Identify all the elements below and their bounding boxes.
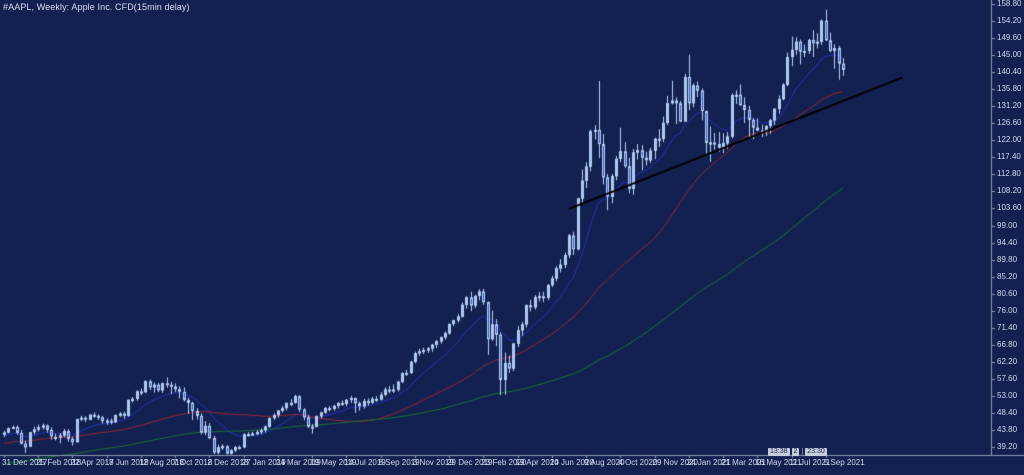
date-tick-label: 14 Jun 2020 (549, 458, 594, 467)
price-tick-label: 140.40 (997, 67, 1022, 77)
date-tick-label: 7 Oct 2018 (173, 458, 213, 467)
price-tick-label: 94.40 (997, 237, 1018, 247)
date-tick-label: 25 Feb 2018 (36, 458, 82, 467)
session-tag-separator: | (801, 448, 804, 455)
price-tick-label: 103.60 (997, 203, 1022, 213)
price-tick-label: 131.20 (997, 101, 1022, 111)
price-tick-label: 99.00 (997, 220, 1018, 230)
price-tick-label: 71.40 (997, 322, 1018, 332)
date-tick-label: 22 Apr 2018 (70, 458, 114, 467)
date-tick-label: 24 Jan 2021 (686, 458, 731, 467)
session-tag-start: 13:38 (768, 448, 790, 456)
price-tick-label: 43.80 (997, 424, 1018, 434)
date-tick-label: 19 Apr 2020 (515, 458, 559, 467)
date-tick-label: 3 Nov 2019 (412, 458, 454, 467)
date-tick-label: 16 May 2021 (755, 458, 802, 467)
date-tick-label: 4 Oct 2020 (618, 458, 658, 467)
price-tick-label: 108.20 (997, 186, 1022, 196)
date-tick-label: 21 Mar 2021 (721, 458, 766, 467)
session-tag-end: 23:30 (805, 448, 827, 456)
price-tick-label: 117.40 (997, 152, 1021, 162)
date-tick-label: 19 May 2019 (310, 458, 357, 467)
date-tick-label: 14 Jul 2019 (344, 458, 386, 467)
chart-title: #AAPL, Weekly: Apple Inc. CFD(15min dela… (3, 2, 190, 12)
price-tick-label: 154.20 (997, 16, 1022, 26)
price-tick-label: 85.20 (997, 271, 1018, 281)
date-tick-label: 5 Sep 2021 (823, 458, 865, 467)
session-time-tags: 13:38 2 | 23:30 (768, 448, 827, 456)
date-tick-label: 27 Jan 2019 (241, 458, 286, 467)
price-tick-label: 62.20 (997, 356, 1018, 366)
date-tick-label: 23 Feb 2020 (481, 458, 527, 467)
price-tick-label: 57.60 (997, 373, 1018, 383)
price-tick-label: 39.20 (997, 442, 1018, 451)
date-tick-label: 12 Aug 2018 (138, 458, 184, 467)
price-tick-label: 112.80 (997, 169, 1021, 179)
date-tick-label: 11 Jul 2021 (789, 458, 831, 467)
price-tick-label: 126.60 (997, 118, 1022, 128)
date-tick-label: 2 Dec 2018 (207, 458, 249, 467)
date-tick-label: 8 Sep 2019 (378, 458, 420, 467)
date-tick-label: 24 Mar 2019 (275, 458, 321, 467)
price-tick-label: 48.40 (997, 407, 1018, 417)
price-tick-label: 145.00 (997, 50, 1022, 60)
price-tick-label: 122.00 (997, 135, 1022, 145)
price-tick-label: 66.80 (997, 339, 1018, 349)
date-tick-label: 31 Dec 2017 (2, 458, 48, 467)
date-tick-label: 9 Aug 2020 (584, 458, 625, 467)
price-tick-label: 76.00 (997, 305, 1018, 315)
price-tick-label: 89.80 (997, 254, 1018, 264)
date-tick-label: 17 Jun 2018 (104, 458, 149, 467)
price-tick-label: 158.80 (997, 0, 1022, 8)
price-tick-label: 149.60 (997, 33, 1022, 43)
price-tick-label: 80.60 (997, 288, 1018, 298)
price-tick-label: 53.00 (997, 390, 1018, 400)
date-tick-label: 29 Dec 2019 (447, 458, 493, 467)
session-tag-count: 2 (791, 448, 800, 456)
date-tick-label: 29 Nov 2020 (652, 458, 698, 467)
price-tick-label: 135.80 (997, 84, 1022, 94)
